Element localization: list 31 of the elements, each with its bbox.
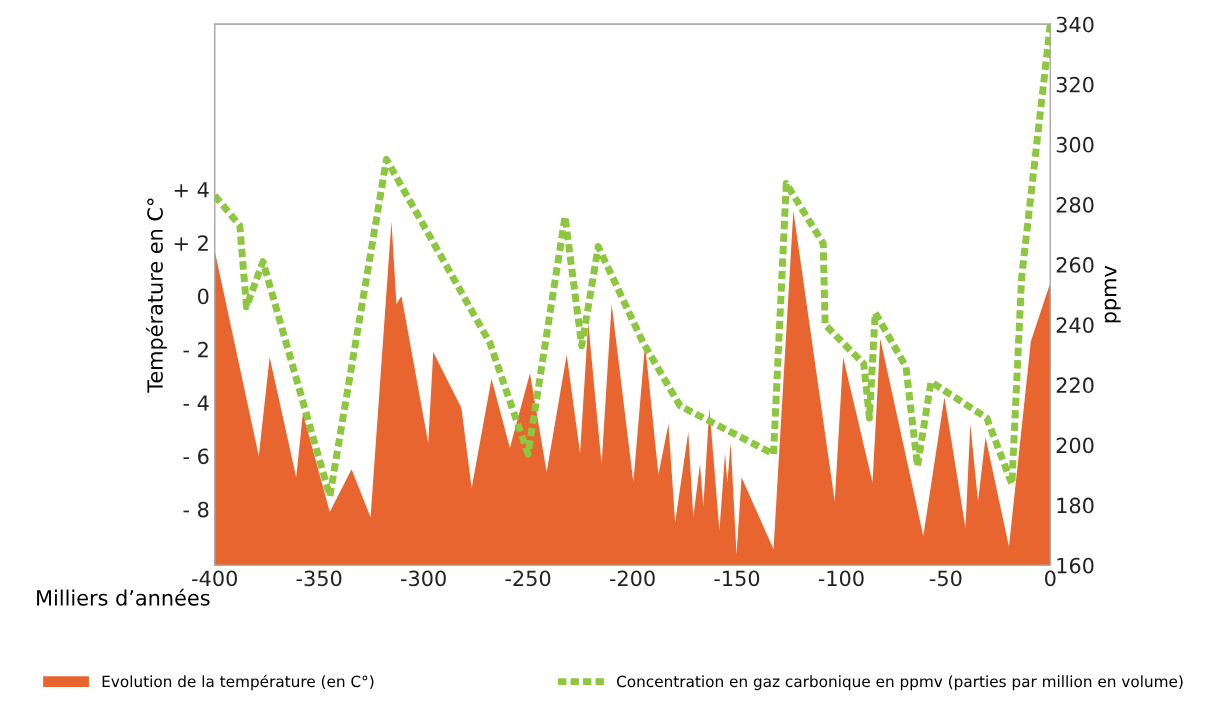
y-tick-label: - 6 bbox=[183, 448, 209, 465]
y2-tick-label: 340 bbox=[1056, 16, 1094, 33]
x-tick-label: -350 bbox=[296, 570, 342, 587]
y2-tick-label: 160 bbox=[1057, 557, 1094, 574]
y2-tick-label: 240 bbox=[1056, 317, 1094, 333]
y2-axis-title: ppmv bbox=[1104, 265, 1121, 323]
x-tick-label: -200 bbox=[609, 570, 655, 587]
x-tick-label: -50 bbox=[929, 570, 962, 587]
x-tick-label: -300 bbox=[401, 570, 446, 587]
x-tick-label: -150 bbox=[714, 570, 760, 587]
legend-label: Evolution de la température (en C°) bbox=[102, 674, 374, 691]
y-tick-label: 0 bbox=[197, 288, 209, 305]
y2-tick-label: 320 bbox=[1056, 76, 1094, 93]
y2-tick-label: 280 bbox=[1056, 196, 1094, 213]
y-tick-label: + 4 bbox=[174, 182, 209, 198]
y-tick-label: - 4 bbox=[183, 395, 209, 411]
y2-tick-label: 180 bbox=[1057, 497, 1094, 514]
x-tick-label: -400 bbox=[192, 570, 237, 587]
x-tick-label: 0 bbox=[1045, 570, 1056, 587]
y-tick-label: + 2 bbox=[174, 235, 208, 251]
legend-label: Concentration en gaz carbonique en ppmv (parties par million en volume) bbox=[616, 675, 1183, 691]
x-tick-label: -250 bbox=[505, 570, 551, 587]
y-tick-label: - 2 bbox=[183, 341, 208, 358]
x-tick-label: -100 bbox=[818, 570, 864, 587]
y2-tick-label: 260 bbox=[1056, 257, 1094, 273]
y2-tick-label: 200 bbox=[1056, 437, 1094, 454]
y-tick-label: - 8 bbox=[183, 501, 209, 518]
x-axis-title: Milliers d’années bbox=[37, 588, 210, 606]
y2-tick-label: 300 bbox=[1056, 136, 1094, 153]
y2-tick-label: 220 bbox=[1056, 377, 1094, 394]
y-axis-title: Température en C° bbox=[145, 198, 167, 393]
